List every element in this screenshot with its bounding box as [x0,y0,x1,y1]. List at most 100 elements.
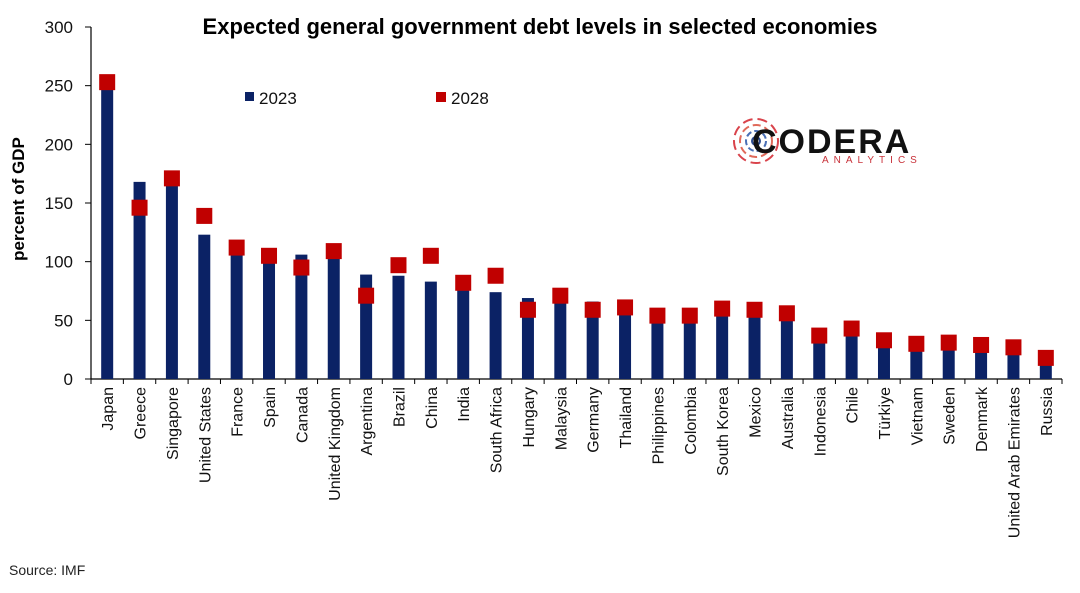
x-tick-label: Philippines [650,387,667,464]
marker-2028 [99,74,116,91]
y-axis: 0 50 100 150 200 250 300 [45,18,92,389]
bar-2023 [683,314,696,379]
x-tick-label: Hungary [521,387,538,447]
markers-2028 [99,74,1054,366]
marker-2028 [681,307,698,324]
legend: 2023 2028 [245,89,489,108]
legend-label-2028: 2028 [451,89,489,108]
marker-2028 [973,336,990,353]
bar-2023 [619,309,632,379]
bar-2023 [327,256,340,379]
x-tick-label: Sweden [942,387,959,445]
bar-2023 [295,254,308,379]
marker-2028 [584,301,601,318]
bar-2023 [877,341,890,379]
bar-2023 [845,335,858,379]
marker-2028 [617,299,634,316]
bar-2023 [813,333,826,379]
bar-2023 [748,316,761,379]
x-tick-label: Argentina [359,387,376,456]
x-tick-label: Australia [780,387,797,449]
x-tick-label: Spain [262,387,279,428]
x-tick-label: United Arab Emirates [1006,387,1023,538]
x-tick-label: Denmark [974,386,991,452]
y-axis-label: percent of GDP [9,137,28,261]
x-tick-label: Germany [586,387,603,453]
bar-2023 [392,275,405,379]
x-tick-label: Indonesia [812,387,829,456]
legend-label-2023: 2023 [259,89,297,108]
bar-2023 [263,253,276,379]
x-tick-label: China [424,387,441,429]
bar-2023 [651,313,664,379]
x-tick-label: South Africa [489,387,506,473]
x-axis: Japan Greece Singapore United States France S… [90,378,1063,538]
marker-2028 [228,239,245,256]
x-tick-label: Thailand [618,387,635,448]
marker-2028 [714,300,731,317]
x-tick-label: United States [197,387,214,483]
y-tick-label: 200 [45,135,73,154]
x-tick-label: Vietnam [909,387,926,445]
x-tick-label: Japan [100,387,117,431]
x-tick-label: Chile [845,387,862,424]
bar-2023 [457,282,470,379]
marker-2028 [261,247,278,264]
source-note: Source: IMF [9,562,85,578]
x-tick-label: Malaysia [553,387,570,450]
x-tick-label: Greece [133,387,150,440]
y-tick-label: 300 [45,18,73,37]
x-tick-label: South Korea [715,387,732,476]
legend-swatch-2028 [436,92,446,102]
marker-2028 [293,259,310,276]
x-tick-label: Mexico [748,387,765,438]
marker-2028 [552,287,569,304]
y-tick-label: 50 [54,311,73,330]
codera-logo: CODERA ANALYTICS [733,118,917,166]
bar-2023 [165,183,178,379]
marker-2028 [196,207,213,224]
bar-2023 [198,234,211,379]
marker-2028 [519,301,536,318]
marker-2028 [487,267,504,284]
marker-2028 [455,274,472,291]
bar-2023 [101,79,114,380]
fingerprint-icon [733,118,779,164]
x-tick-label: India [456,387,473,422]
bar-2023 [230,249,243,379]
marker-2028 [358,287,375,304]
bars-2023 [101,79,1052,380]
y-tick-label: 100 [45,253,73,272]
x-tick-label: France [230,387,247,437]
bar-2023 [586,301,599,379]
chart-title: Expected general government debt levels … [203,14,878,39]
bar-2023 [780,320,793,379]
y-tick-label: 250 [45,77,73,96]
x-tick-label: Brazil [391,387,408,427]
marker-2028 [746,301,763,318]
marker-2028 [843,320,860,337]
marker-2028 [940,334,957,351]
bar-2023 [133,181,146,379]
marker-2028 [1037,349,1054,366]
marker-2028 [422,247,439,264]
marker-2028 [1005,339,1022,356]
marker-2028 [649,307,666,324]
bar-2023 [554,300,567,379]
x-tick-label: Canada [294,387,311,443]
marker-2028 [778,305,795,322]
x-tick-label: Russia [1039,387,1056,436]
marker-2028 [325,243,342,260]
marker-2028 [131,199,148,216]
bar-2023 [424,281,437,379]
y-tick-label: 0 [64,370,73,389]
legend-swatch-2023 [245,92,254,101]
marker-2028 [811,327,828,344]
bar-2023 [489,292,502,379]
y-tick-label: 150 [45,194,73,213]
bar-2023 [521,298,534,379]
logo-wordmark: CODERA [752,123,911,161]
marker-2028 [908,335,925,352]
bar-2023 [716,315,729,379]
